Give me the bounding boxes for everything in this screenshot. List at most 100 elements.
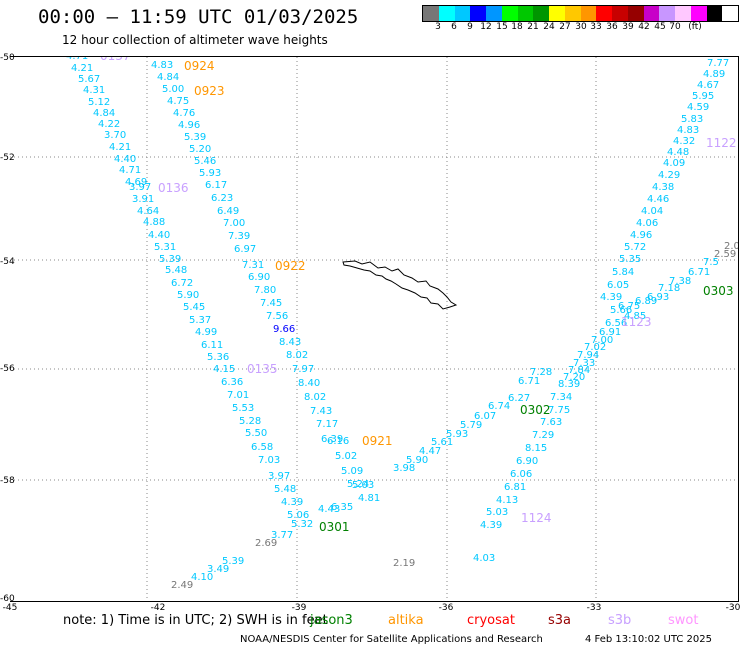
wave-height-value: 7.94	[577, 350, 599, 361]
wave-height-value: 6.16	[327, 436, 349, 447]
color-swatch	[675, 6, 691, 21]
wave-height-value: 6.49	[217, 206, 239, 217]
wave-height-value: 5.03	[486, 507, 508, 518]
wave-height-value: 4.06	[636, 218, 658, 229]
wave-height-value: 7.77	[707, 58, 729, 69]
color-swatch	[659, 6, 675, 21]
wave-height-value: 5.31	[154, 242, 176, 253]
wave-height-value: 7.33	[573, 358, 595, 369]
wave-height-value: 4.71	[119, 165, 141, 176]
wave-height-value: 7.00	[591, 335, 613, 346]
wave-height-value: 4.39	[600, 292, 622, 303]
wave-height-value: 4.89	[703, 69, 725, 80]
wave-height-value: 5.39	[159, 254, 181, 265]
wave-height-value: 6.97	[234, 244, 256, 255]
wave-height-value: 6.90	[248, 272, 270, 283]
wave-height-value: 4.64	[137, 206, 159, 217]
wave-height-value: 6.05	[607, 280, 629, 291]
color-scale-label: (ft)	[688, 22, 702, 32]
wave-height-value: 3.91	[132, 194, 154, 205]
color-scale-label: 12	[480, 22, 492, 32]
wave-height-value: 7.39	[228, 231, 250, 242]
wave-height-value: 6.56	[605, 318, 627, 329]
wave-height-value: 6.17	[205, 180, 227, 191]
wave-height-value: 8.39	[558, 379, 580, 390]
page-title: 00:00 – 11:59 UTC 01/03/2025	[38, 6, 359, 28]
wave-height-value: 4.99	[195, 327, 217, 338]
wave-height-value: 5.83	[681, 114, 703, 125]
wave-height-value: 4.32	[673, 136, 695, 147]
wave-height-value: 7.02	[584, 342, 606, 353]
wave-height-value: 8.40	[298, 378, 320, 389]
color-swatch	[596, 6, 612, 21]
wave-height-value: 6.90	[516, 456, 538, 467]
wave-height-value: 7.03	[258, 455, 280, 466]
latitude-label: -52	[0, 153, 15, 163]
wave-height-value: 5.45	[183, 302, 205, 313]
wave-height-value: 8.43	[279, 337, 301, 348]
latitude-label: -50	[0, 53, 15, 63]
color-swatch	[706, 6, 723, 21]
wave-height-value: 4.29	[658, 170, 680, 181]
wave-height-value: 4.31	[83, 85, 105, 96]
wave-height-value: 4.69	[125, 177, 147, 188]
wave-height-value: 4.10	[191, 572, 213, 583]
wave-height-value: 6.72	[171, 278, 193, 289]
wave-height-value: 4.13	[496, 495, 518, 506]
wave-height-value: 6.74	[488, 401, 510, 412]
wave-height-value: 2.69	[255, 538, 277, 549]
wave-height-value: 6.71	[688, 267, 710, 278]
wave-height-value: 7.97	[292, 364, 314, 375]
generation-timestamp: 4 Feb 13:10:02 UTC 2025	[585, 634, 712, 645]
color-swatch	[549, 6, 565, 21]
wave-height-value: 5.02	[335, 451, 357, 462]
wave-height-value: 5.79	[460, 420, 482, 431]
wave-height-value: 6.36	[221, 377, 243, 388]
wave-height-value: 4.21	[109, 142, 131, 153]
color-scale-label: 39	[622, 22, 634, 32]
wave-height-value: 5.90	[177, 290, 199, 301]
wave-height-value: 5.90	[406, 455, 428, 466]
wave-height-value: 4.76	[173, 108, 195, 119]
color-scale-label: 33	[590, 22, 602, 32]
wave-height-value: 4.40	[114, 154, 136, 165]
page-subtitle: 12 hour collection of altimeter wave hei…	[62, 33, 328, 47]
wave-height-value: 3.49	[207, 564, 229, 575]
wave-height-value: 7.01	[227, 390, 249, 401]
color-scale-label: 36	[606, 22, 618, 32]
wave-height-value: 5.48	[274, 484, 296, 495]
wave-height-value: 4.21	[71, 63, 93, 74]
wave-height-value: 4.46	[647, 194, 669, 205]
wave-height-value: 4.83	[151, 60, 173, 71]
wave-height-value: 6.71	[518, 376, 540, 387]
color-swatch	[486, 6, 502, 21]
latitude-label: -56	[0, 364, 15, 374]
wave-height-value: 5.67	[78, 74, 100, 85]
legend-item-swot: swot	[668, 613, 699, 628]
wave-height-value: 4.15	[213, 364, 235, 375]
color-swatch	[423, 6, 439, 21]
legend-item-cryosat: cryosat	[467, 613, 515, 628]
footer-note: note: 1) Time is in UTC; 2) SWH is in fe…	[63, 613, 328, 628]
wave-height-value: 4.03	[473, 553, 495, 564]
color-swatch	[690, 6, 707, 21]
wave-height-value: 3.70	[104, 130, 126, 141]
track-label: 0922	[275, 259, 306, 273]
wave-height-value: 4.38	[652, 182, 674, 193]
wave-height-value: 4.96	[630, 230, 652, 241]
longitude-label: -30	[725, 603, 740, 613]
wave-height-value: 5.12	[88, 97, 110, 108]
wave-height-value: 7.80	[254, 285, 276, 296]
wave-height-value: 3.77	[271, 530, 293, 541]
wave-height-value: 4.04	[641, 206, 663, 217]
wave-height-value: 6.23	[211, 193, 233, 204]
wave-height-value: 4.43	[318, 504, 340, 515]
color-scale-label: 24	[543, 22, 555, 32]
wave-height-value: 5.39	[222, 556, 244, 567]
wave-height-value: 6.58	[251, 442, 273, 453]
wave-height-value: 4.47	[419, 446, 441, 457]
wave-height-value: 7.28	[530, 367, 552, 378]
latitude-label: -60	[0, 594, 15, 604]
wave-height-value: 4.67	[697, 80, 719, 91]
color-swatch	[501, 6, 518, 21]
